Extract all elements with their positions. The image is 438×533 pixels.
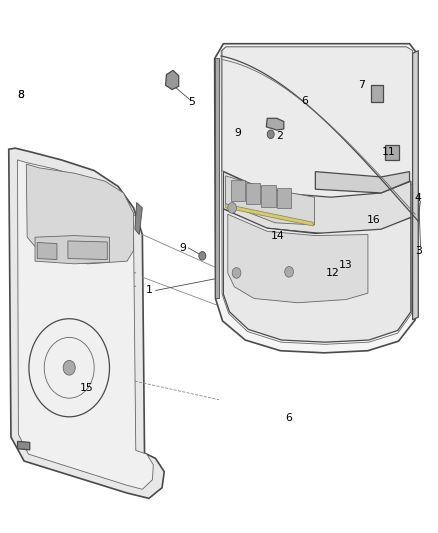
Polygon shape bbox=[226, 204, 313, 226]
Polygon shape bbox=[26, 164, 134, 264]
Bar bbox=[261, 185, 276, 207]
Polygon shape bbox=[18, 441, 30, 450]
Circle shape bbox=[63, 360, 75, 375]
Polygon shape bbox=[385, 145, 399, 160]
Polygon shape bbox=[37, 243, 57, 260]
Bar bbox=[231, 180, 245, 201]
Polygon shape bbox=[413, 51, 418, 320]
Text: 6: 6 bbox=[301, 96, 308, 106]
Polygon shape bbox=[35, 236, 110, 264]
Polygon shape bbox=[371, 85, 383, 102]
Text: 11: 11 bbox=[382, 147, 396, 157]
Text: 4: 4 bbox=[415, 193, 422, 203]
Bar bbox=[246, 183, 260, 204]
Polygon shape bbox=[68, 241, 107, 260]
Polygon shape bbox=[226, 176, 314, 225]
Text: 2: 2 bbox=[276, 131, 283, 141]
Text: 5: 5 bbox=[188, 98, 195, 107]
Text: 14: 14 bbox=[271, 231, 285, 240]
Polygon shape bbox=[223, 172, 411, 235]
Polygon shape bbox=[18, 160, 153, 489]
Polygon shape bbox=[215, 44, 417, 353]
Polygon shape bbox=[9, 148, 164, 498]
Polygon shape bbox=[223, 209, 411, 342]
Text: 12: 12 bbox=[326, 268, 340, 278]
Text: 8: 8 bbox=[18, 90, 25, 100]
Text: 13: 13 bbox=[339, 261, 353, 270]
Circle shape bbox=[232, 268, 241, 278]
Text: 6: 6 bbox=[286, 414, 293, 423]
Text: 9: 9 bbox=[234, 128, 241, 138]
Bar bbox=[277, 188, 291, 208]
Text: 9: 9 bbox=[180, 243, 187, 253]
Polygon shape bbox=[266, 118, 284, 130]
Text: 7: 7 bbox=[358, 80, 365, 90]
Text: 3: 3 bbox=[415, 246, 422, 255]
Polygon shape bbox=[215, 58, 219, 298]
Polygon shape bbox=[135, 203, 142, 235]
Circle shape bbox=[228, 203, 237, 213]
Circle shape bbox=[285, 266, 293, 277]
Text: 16: 16 bbox=[366, 215, 380, 224]
Text: 15: 15 bbox=[80, 383, 94, 393]
Text: 8: 8 bbox=[18, 90, 25, 100]
Polygon shape bbox=[222, 47, 413, 200]
Polygon shape bbox=[228, 214, 368, 303]
Circle shape bbox=[267, 130, 274, 139]
Text: 1: 1 bbox=[145, 286, 152, 295]
Polygon shape bbox=[166, 70, 179, 90]
Circle shape bbox=[199, 252, 206, 260]
Polygon shape bbox=[315, 172, 410, 193]
